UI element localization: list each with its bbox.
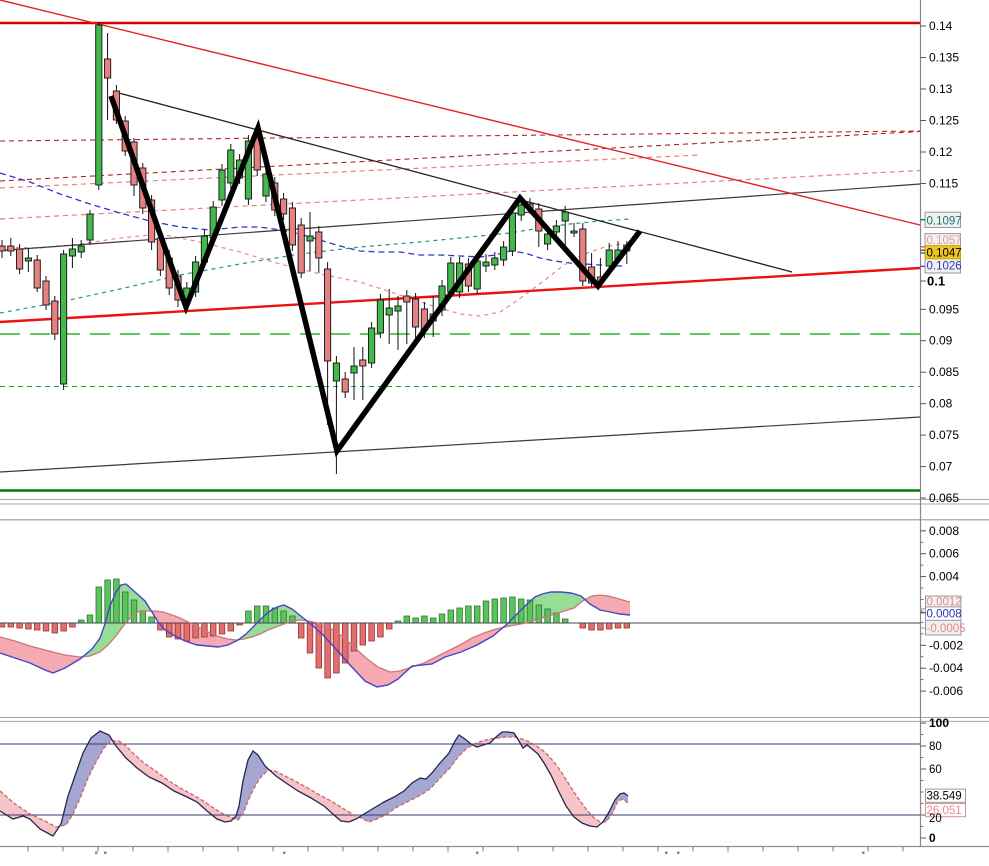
- svg-text:20: 20: [929, 813, 942, 825]
- svg-text:0.006: 0.006: [929, 547, 959, 561]
- svg-text:0: 0: [929, 831, 936, 845]
- svg-text:-0.004: -0.004: [929, 661, 963, 675]
- svg-text:0.09: 0.09: [929, 334, 953, 348]
- svg-text:0.115: 0.115: [929, 177, 958, 191]
- svg-text:0.095: 0.095: [929, 302, 959, 316]
- svg-text:0.1: 0.1: [927, 274, 945, 289]
- svg-text:100: 100: [929, 716, 949, 730]
- svg-text:0.0008: 0.0008: [927, 609, 962, 621]
- svg-text:0.1026: 0.1026: [927, 261, 962, 273]
- svg-text:-0.0005: -0.0005: [927, 623, 966, 635]
- svg-text:38.549: 38.549: [927, 791, 962, 803]
- svg-text:0.1047: 0.1047: [927, 247, 962, 259]
- svg-text:0.004: 0.004: [929, 570, 959, 584]
- svg-text:0.065: 0.065: [929, 491, 959, 505]
- svg-text:0.075: 0.075: [929, 428, 959, 442]
- svg-text:0.008: 0.008: [929, 524, 959, 538]
- svg-text:0.125: 0.125: [929, 114, 959, 128]
- svg-text:0.1057: 0.1057: [927, 235, 962, 247]
- svg-text:0.14: 0.14: [929, 19, 953, 33]
- svg-text:0.08: 0.08: [929, 397, 953, 411]
- svg-text:0.13: 0.13: [929, 82, 953, 96]
- svg-text:80: 80: [929, 741, 942, 753]
- svg-text:0.07: 0.07: [929, 460, 953, 474]
- svg-text:60: 60: [929, 764, 942, 776]
- svg-text:0.1097: 0.1097: [927, 216, 962, 228]
- svg-text:0.12: 0.12: [929, 145, 953, 159]
- svg-text:26.051: 26.051: [927, 805, 962, 817]
- svg-text:0.135: 0.135: [929, 51, 959, 65]
- svg-text:-0.002: -0.002: [929, 638, 963, 652]
- svg-text:0.0012: 0.0012: [927, 596, 962, 608]
- svg-text:0.085: 0.085: [929, 365, 959, 379]
- svg-text:-0.006: -0.006: [929, 684, 963, 698]
